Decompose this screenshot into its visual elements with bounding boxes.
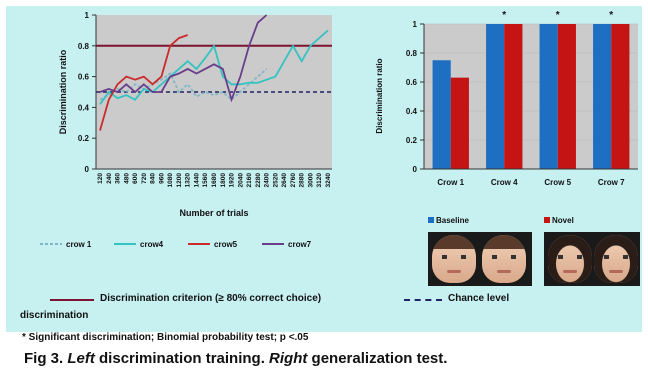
legend-label-crow1: crow 1: [66, 240, 92, 249]
left-y-tick-label: 0: [85, 165, 90, 174]
left-x-tick-label: 1320: [185, 173, 192, 188]
right-y-ticks: 0 0.2 0.4 0.6 0.8 1: [406, 20, 638, 174]
left-x-tick-label: 1080: [167, 173, 174, 188]
bar-novel-crow7: [611, 24, 630, 169]
left-x-tick-label: 840: [150, 173, 157, 184]
novel-face-1-image: [548, 235, 592, 283]
right-legend: Baseline Novel: [428, 216, 574, 225]
legend-label-crow4: crow4: [140, 240, 164, 249]
left-x-tick-label: 2880: [299, 173, 306, 188]
right-y-tick-label: 0.2: [406, 136, 418, 145]
right-y-tick-label: 0.6: [406, 78, 418, 87]
right-y-tick-label: 1: [413, 20, 418, 29]
right-bar-chart: 00.20.40.60.81 Crow 1 Crow 4 Crow 5 Crow 7 …: [375, 10, 638, 225]
series-line-crow7: [99, 14, 268, 103]
right-bars-group: [432, 24, 630, 169]
right-x-tick-label: Crow 5: [544, 178, 571, 187]
left-y-tick-label: 1: [85, 11, 90, 20]
left-x-tick-label: 2400: [264, 173, 271, 188]
left-x-tick-label: 720: [141, 173, 148, 184]
right-x-tick-label: Crow 7: [598, 178, 625, 187]
left-x-tick-label: 240: [106, 173, 113, 184]
left-x-tick-label: 2520: [272, 173, 279, 188]
left-series-group: [99, 14, 329, 131]
left-x-tick-label: 1440: [193, 173, 200, 188]
bar-novel-crow4: [504, 24, 523, 169]
left-x-tick-label: 3240: [325, 173, 332, 188]
left-y-ticks: 0 0.2 0.4 0.6 0.8 1: [78, 11, 332, 174]
legend-label-crow7: crow7: [288, 240, 312, 249]
baseline-face-2-image: [482, 235, 526, 283]
left-x-tick-label: 1200: [176, 173, 183, 188]
significance-star: *: [502, 10, 506, 21]
left-legend: crow 1 crow4 crow5 crow7: [40, 240, 312, 249]
right-y-axis-label: Discrimination ratio: [375, 58, 384, 133]
left-x-axis-label: Number of trials: [179, 208, 248, 218]
left-y-tick-label: 0.4: [78, 103, 90, 112]
left-x-tick-label: 600: [132, 173, 139, 184]
left-x-tick-label: 3120: [316, 173, 323, 188]
left-y-axis-label: Discrimination ratio: [58, 49, 68, 134]
right-x-tick-label: Crow 4: [491, 178, 518, 187]
left-y-tick-label: 0.6: [78, 73, 90, 82]
left-x-tick-label: 3000: [307, 173, 314, 188]
left-x-tick-label: 960: [158, 173, 165, 184]
novel-face-2-image: [594, 235, 638, 283]
legend-label-novel: Novel: [552, 216, 574, 225]
legend-label-baseline: Baseline: [436, 216, 469, 225]
left-y-tick-label: 0.2: [78, 134, 90, 143]
right-y-tick-label: 0.8: [406, 49, 418, 58]
significance-star: *: [556, 10, 560, 21]
left-x-tick-label: 2640: [281, 173, 288, 188]
legend-swatch-novel: [544, 217, 550, 223]
left-x-ticks: 120 240 360 480 600 720 840 960 1080 1200 1320 1440…: [97, 173, 332, 188]
right-significance-stars: * * *: [502, 10, 613, 21]
left-y-tick-label: 0.8: [78, 42, 90, 51]
left-x-tick-label: 2160: [246, 173, 253, 188]
left-x-tick-label: 2760: [290, 173, 297, 188]
right-x-ticks: Crow 1 Crow 4 Crow 5 Crow 7: [437, 178, 625, 187]
bar-baseline-crow7: [593, 24, 612, 169]
bar-baseline-crow4: [486, 24, 505, 169]
left-x-tick-label: 1560: [202, 173, 209, 188]
series-line-crow4: [99, 29, 329, 105]
right-y-tick-label: 0: [413, 165, 418, 174]
bar-novel-crow5: [557, 24, 576, 169]
bar-baseline-crow5: [539, 24, 558, 169]
bar-baseline-crow1: [432, 60, 451, 169]
left-x-tick-label: 1920: [229, 173, 236, 188]
right-x-tick-label: Crow 1: [437, 178, 464, 187]
significance-star: *: [609, 10, 613, 21]
series-line-crow5: [99, 34, 188, 131]
left-x-tick-label: 2040: [237, 173, 244, 188]
left-x-tick-label: 2280: [255, 173, 262, 188]
series-line-crow1: [99, 68, 268, 101]
bar-novel-crow1: [450, 77, 469, 169]
right-y-tick-label: 0.4: [406, 107, 418, 116]
left-x-tick-label: 1800: [220, 173, 227, 188]
left-x-tick-label: 360: [115, 173, 122, 184]
legend-swatch-baseline: [428, 217, 434, 223]
left-x-tick-label: 1680: [211, 173, 218, 188]
left-x-tick-label: 120: [97, 173, 104, 184]
left-line-chart: 00.20.40.60.81 120 240 360 480 600 720 840 960 1…: [40, 11, 332, 249]
baseline-face-1-image: [432, 235, 476, 283]
left-x-tick-label: 480: [123, 173, 130, 184]
legend-label-crow5: crow5: [214, 240, 238, 249]
